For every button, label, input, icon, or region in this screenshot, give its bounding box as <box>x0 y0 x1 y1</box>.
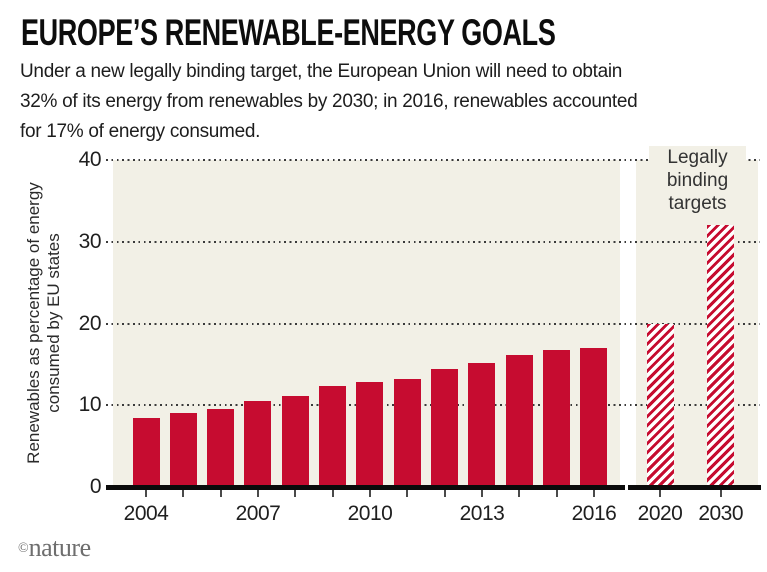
x-label-2004: 2004 <box>123 502 169 525</box>
subtitle-line: Under a new legally binding target, the … <box>20 61 623 82</box>
x-tick-2011 <box>406 489 409 497</box>
x-tick-2013 <box>480 489 483 497</box>
page-title: EUROPE’S RENEWABLE-ENERGY GOALS <box>21 12 556 53</box>
bar-2011 <box>393 379 421 487</box>
gridline-40 <box>106 159 760 161</box>
x-tick-2007 <box>256 489 259 497</box>
y-tick-label: 10 <box>78 393 102 417</box>
bar-2006 <box>207 409 235 487</box>
subtitle-line: for 17% of energy consumed. <box>20 121 261 142</box>
y-tick-label: 0 <box>89 475 102 498</box>
x-tick-2004 <box>145 489 147 497</box>
x-tick-2012 <box>443 489 446 497</box>
bar-2016 <box>580 348 608 487</box>
bar-2030-target <box>707 225 735 487</box>
x-axis-targets <box>628 485 761 490</box>
x-tick-2006 <box>219 489 222 497</box>
y-tick-label: 20 <box>78 311 102 335</box>
copyright-symbol: © <box>18 541 29 556</box>
bar-2012 <box>431 369 459 487</box>
bar-2014 <box>505 355 533 487</box>
x-tick-2030 <box>719 489 722 497</box>
x-label-2016: 2016 <box>571 502 617 525</box>
x-label-2030: 2030 <box>698 502 744 525</box>
x-label-2020: 2020 <box>637 502 683 525</box>
x-tick-2008 <box>294 489 297 497</box>
bar-2009 <box>319 385 347 487</box>
bar-2013 <box>468 362 496 487</box>
x-tick-2020 <box>659 489 661 497</box>
x-tick-2014 <box>518 489 521 497</box>
bar-2020-target <box>646 323 674 487</box>
gridline-30 <box>106 240 760 243</box>
x-label-2013: 2013 <box>459 502 505 525</box>
subtitle-line: 32% of its energy from renewables by 203… <box>20 91 638 112</box>
bar-2008 <box>281 396 309 487</box>
gridline-20 <box>106 322 760 325</box>
x-tick-2005 <box>182 489 185 497</box>
bar-2015 <box>543 350 571 487</box>
x-axis-main <box>106 485 625 490</box>
x-label-2010: 2010 <box>347 502 393 525</box>
x-label-2007: 2007 <box>235 502 281 525</box>
x-tick-2016 <box>592 489 595 497</box>
nature-logo: ©nature <box>18 533 91 563</box>
x-tick-2010 <box>368 489 371 497</box>
x-tick-2009 <box>331 489 334 497</box>
bar-2010 <box>356 381 384 487</box>
y-tick-label: 40 <box>78 148 102 171</box>
bar-2007 <box>244 401 272 487</box>
bar-2004 <box>132 417 160 487</box>
chart-subtitle: Under a new legally binding target, the … <box>20 57 638 147</box>
nature-logo-text: nature <box>28 533 91 562</box>
y-tick-label: 30 <box>78 229 102 253</box>
x-tick-2015 <box>555 489 558 497</box>
bar-2005 <box>169 412 197 487</box>
targets-annotation: Legally binding targets <box>649 146 746 215</box>
